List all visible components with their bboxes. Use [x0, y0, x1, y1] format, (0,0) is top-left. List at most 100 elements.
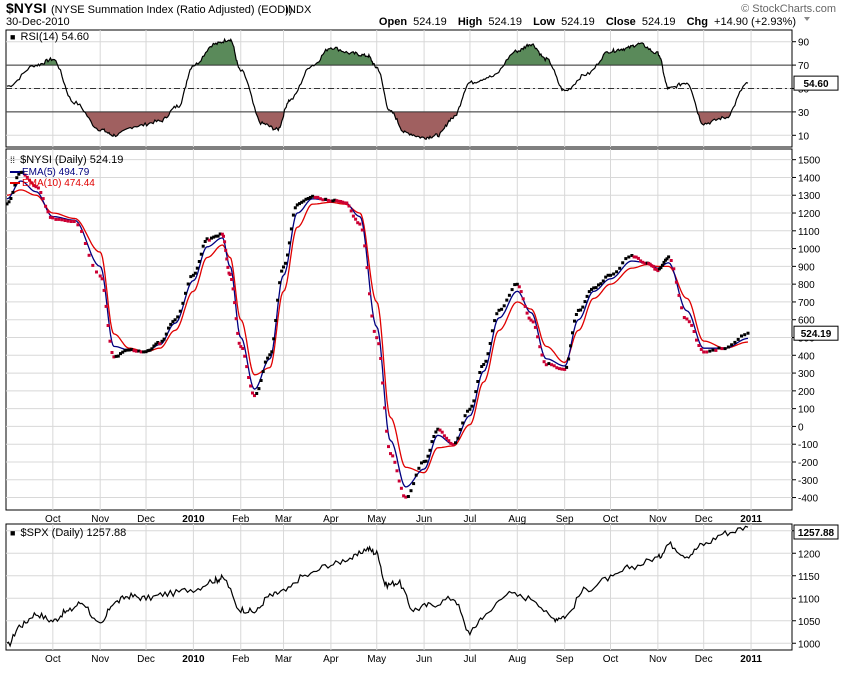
price-point-174 [387, 445, 390, 449]
price-point-94 [224, 248, 228, 252]
symbol: $NYSI [6, 0, 46, 16]
price-point-68 [169, 322, 173, 326]
main-xtick-label-10: Aug [508, 514, 526, 525]
price-point-104 [237, 341, 241, 345]
price-point-257 [573, 319, 576, 323]
chg-label: Chg [687, 16, 708, 28]
price-point-34 [95, 270, 98, 274]
price-point-136 [302, 199, 306, 203]
main-ytick-label-3: -100 [798, 440, 818, 451]
price-point-51 [132, 349, 136, 353]
main-series [5, 170, 750, 499]
price-point-182 [404, 495, 408, 499]
price-point-228 [507, 293, 511, 297]
price-point-101 [233, 301, 237, 305]
price-point-125 [280, 269, 284, 273]
spx-ytick-label-2: 1100 [798, 594, 820, 605]
price-point-311 [692, 330, 696, 333]
price-point-124 [278, 281, 282, 285]
price-point-318 [711, 348, 715, 352]
price-point-128 [286, 253, 289, 257]
price-point-296 [659, 266, 663, 270]
main-ytick-label-16: 1200 [798, 209, 821, 220]
price-point-110 [249, 384, 253, 388]
price-point-46 [121, 350, 125, 354]
price-point-230 [513, 283, 517, 287]
price-point-27 [69, 220, 73, 223]
price-point-91 [220, 232, 224, 236]
rsi-ytick-label-3: 70 [798, 61, 810, 72]
spx-xtick-label-10: Aug [508, 654, 526, 665]
main-xtick-label-13: Nov [649, 514, 667, 525]
price-point-290 [650, 264, 654, 268]
main-ytick-label-0: -400 [798, 494, 818, 505]
spx-last-value-box [793, 524, 839, 540]
price-point-50 [130, 348, 134, 352]
price-point-270 [601, 279, 605, 283]
main-xtick-label-11: Sep [556, 514, 574, 525]
price-point-244 [542, 360, 546, 364]
price-point-149 [333, 198, 337, 202]
price-point-312 [695, 338, 698, 342]
price-point-235 [523, 304, 527, 308]
price-point-92 [222, 234, 225, 238]
price-point-88 [214, 234, 218, 238]
spx-x-axis: Oct Nov Dec 2010 Feb Mar Apr May Jun Jul Aug Sep Oct… [45, 654, 762, 665]
price-point-211 [470, 404, 474, 408]
low-value: 524.19 [561, 16, 595, 28]
price-point-122 [274, 319, 278, 322]
price-point-89 [216, 234, 220, 238]
price-point-269 [599, 282, 603, 286]
rsi-ytick-label-1: 30 [798, 108, 810, 119]
price-point-167 [372, 329, 376, 333]
price-point-186 [414, 473, 418, 477]
rsi-ytick-label-0: 10 [798, 131, 810, 142]
price-point-7 [19, 170, 23, 174]
main-ytick-label-14: 1000 [798, 245, 821, 256]
price-point-178 [395, 469, 399, 473]
price-point-81 [199, 252, 203, 256]
price-point-266 [592, 286, 596, 290]
price-point-264 [587, 290, 591, 294]
spx-legend-square-icon: ■ [10, 528, 15, 538]
price-point-123 [276, 298, 280, 302]
price-point-59 [150, 347, 154, 351]
price-point-106 [241, 347, 245, 350]
main-ytick-label-6: 200 [798, 387, 815, 398]
price-point-146 [326, 198, 330, 202]
price-point-143 [318, 197, 322, 201]
chevron-down-icon[interactable] [804, 17, 810, 21]
price-point-248 [552, 364, 556, 368]
price-point-166 [370, 314, 374, 318]
price-point-221 [490, 329, 494, 333]
price-point-86 [210, 236, 213, 240]
price-point-303 [672, 267, 676, 271]
spx-xtick-label-0: Oct [45, 654, 61, 665]
main-xtick-label-5: Mar [275, 514, 293, 525]
spx-xtick-label-6: Apr [323, 654, 339, 665]
price-point-179 [397, 479, 401, 483]
price-point-112 [253, 394, 256, 398]
price-point-62 [156, 341, 160, 344]
price-point-309 [687, 320, 691, 324]
price-point-48 [125, 348, 129, 352]
price-point-189 [422, 460, 426, 464]
price-point-116 [261, 370, 265, 373]
price-point-5 [15, 176, 19, 180]
spx-panel-frame [5, 523, 793, 651]
price-point-95 [225, 257, 229, 261]
price-point-57 [146, 349, 150, 353]
price-point-225 [500, 307, 504, 311]
price-point-162 [360, 228, 364, 232]
price-point-145 [324, 197, 328, 201]
price-point-195 [434, 430, 438, 434]
price-point-229 [510, 288, 514, 292]
spx-grid [6, 524, 792, 650]
price-point-72 [178, 309, 182, 313]
price-point-61 [154, 342, 158, 346]
main-ytick-label-8: 400 [798, 351, 815, 362]
price-point-105 [239, 345, 243, 349]
main-xtick-label-0: Oct [45, 514, 61, 525]
price-point-98 [228, 273, 232, 276]
rsi-legend-square-icon: ■ [10, 32, 15, 42]
